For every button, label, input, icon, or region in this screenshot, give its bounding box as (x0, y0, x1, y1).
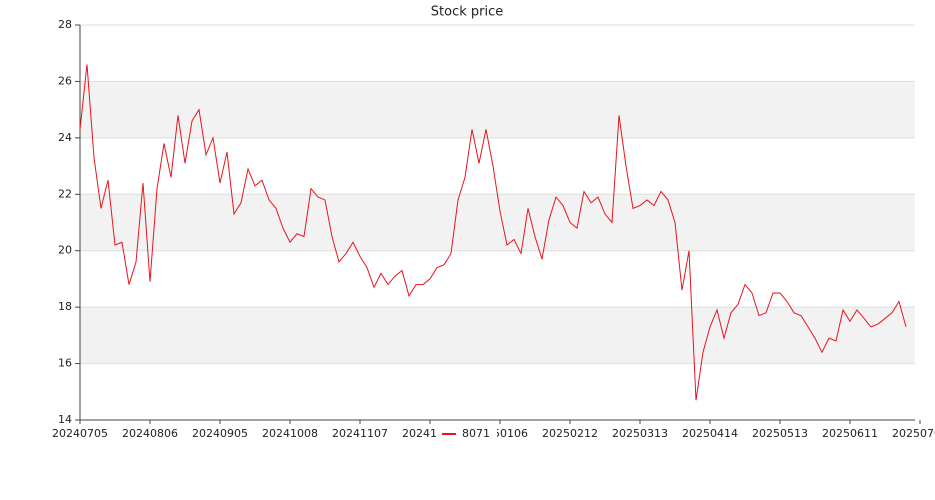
x-tick-label: 20240705 (52, 427, 108, 440)
x-tick-label: 20240806 (122, 427, 178, 440)
y-tick-label: 24 (58, 131, 72, 144)
grid-band (80, 81, 915, 138)
y-tick-label: 16 (58, 357, 72, 370)
x-tick-label: 20240905 (192, 427, 248, 440)
x-tick-label: 20250414 (682, 427, 738, 440)
y-tick-label: 20 (58, 244, 72, 257)
legend-label: 8071 (462, 427, 490, 440)
y-tick-label: 14 (58, 413, 72, 426)
price-line (79, 64, 907, 401)
x-tick-label: 20250212 (542, 427, 598, 440)
y-tick-label: 28 (58, 18, 72, 31)
x-tick-label: 20250709 (892, 427, 935, 440)
x-tick-label: 20241008 (262, 427, 318, 440)
legend-box (437, 426, 497, 442)
y-tick-label: 18 (58, 300, 72, 313)
x-tick-label: 20241107 (332, 427, 388, 440)
grid-band (80, 307, 915, 364)
grid-band (80, 194, 915, 251)
legend: 8071 (437, 426, 497, 442)
x-tick-label: 20250611 (822, 427, 878, 440)
y-tick-label: 26 (58, 74, 72, 87)
x-tick-label: 20250513 (752, 427, 808, 440)
chart-title: Stock price (431, 5, 503, 20)
x-tick-label: 20250313 (612, 427, 668, 440)
y-tick-label: 22 (58, 187, 72, 200)
